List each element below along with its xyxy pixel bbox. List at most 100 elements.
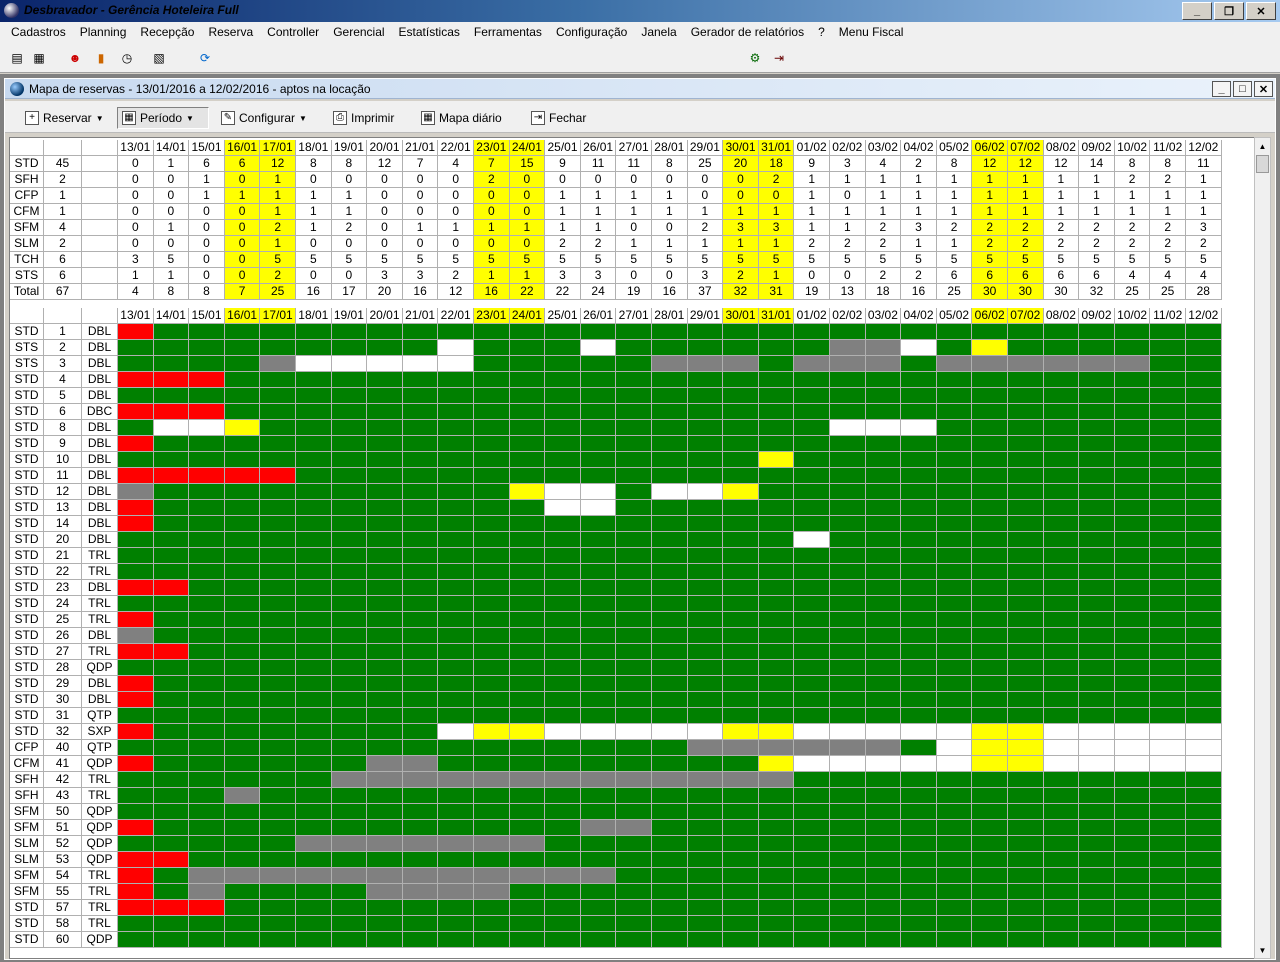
reservation-cell[interactable] [438, 468, 474, 484]
reservation-cell[interactable] [438, 676, 474, 692]
reservation-cell[interactable] [1008, 564, 1044, 580]
reservation-cell[interactable] [687, 340, 724, 356]
reservation-cell[interactable] [1043, 468, 1080, 484]
reservation-cell[interactable] [616, 788, 652, 804]
reservation-cell[interactable] [652, 388, 688, 404]
reservation-cell[interactable] [652, 724, 688, 740]
summary-value[interactable]: 1 [972, 188, 1008, 204]
reservation-cell[interactable] [402, 548, 439, 564]
reservation-cell[interactable] [367, 756, 403, 772]
reservation-cell[interactable] [865, 820, 902, 836]
reservation-cell[interactable] [367, 916, 403, 932]
reservation-cell[interactable] [1008, 804, 1044, 820]
reservation-cell[interactable] [296, 740, 332, 756]
reservation-cell[interactable] [1079, 820, 1115, 836]
reservation-cell[interactable] [936, 628, 973, 644]
reservation-cell[interactable] [189, 612, 225, 628]
reservation-cell[interactable] [794, 532, 830, 548]
reservation-cell[interactable] [1186, 868, 1222, 884]
summary-value[interactable]: 11 [616, 156, 652, 172]
reservation-cell[interactable] [1150, 484, 1186, 500]
rooms-date-10/02[interactable]: 10/02 [1114, 308, 1151, 324]
restore-button[interactable]: ❐ [1214, 2, 1244, 20]
rooms-date-26/01[interactable]: 26/01 [580, 308, 617, 324]
summary-value[interactable]: 5 [616, 252, 652, 268]
reservation-cell[interactable] [367, 852, 403, 868]
reservation-cell[interactable] [723, 932, 759, 948]
summary-value[interactable]: 17 [331, 284, 368, 300]
reservation-cell[interactable] [153, 420, 190, 436]
summary-value[interactable]: 7 [224, 284, 261, 300]
reservation-cell[interactable] [901, 564, 937, 580]
summary-value[interactable]: 5 [1043, 252, 1080, 268]
reservation-cell[interactable] [652, 900, 688, 916]
reservation-cell[interactable] [723, 868, 759, 884]
reservation-cell[interactable] [1114, 324, 1151, 340]
summary-value[interactable]: 1 [865, 188, 902, 204]
reservation-cell[interactable] [296, 804, 332, 820]
reservation-cell[interactable] [402, 580, 439, 596]
reservation-cell[interactable] [972, 772, 1008, 788]
reservation-cell[interactable] [367, 772, 403, 788]
rooms-date-31/01[interactable]: 31/01 [758, 308, 795, 324]
reservation-cell[interactable] [1186, 532, 1222, 548]
reservation-cell[interactable] [224, 836, 261, 852]
reservation-cell[interactable] [118, 372, 154, 388]
reservation-cell[interactable] [1186, 932, 1222, 948]
reservation-cell[interactable] [1114, 900, 1151, 916]
summary-value[interactable]: 2 [1008, 236, 1044, 252]
summary-value[interactable]: 1 [118, 268, 154, 284]
summary-value[interactable]: 14 [1079, 156, 1115, 172]
reservation-cell[interactable] [296, 724, 332, 740]
reservation-cell[interactable] [794, 596, 830, 612]
summary-value[interactable]: 5 [1150, 252, 1186, 268]
reservation-cell[interactable] [758, 708, 795, 724]
reservation-cell[interactable] [189, 484, 225, 500]
reservation-cell[interactable] [438, 804, 474, 820]
reservation-cell[interactable] [402, 628, 439, 644]
reservation-cell[interactable] [1186, 708, 1222, 724]
reservation-cell[interactable] [723, 612, 759, 628]
reservation-cell[interactable] [580, 756, 617, 772]
reservation-cell[interactable] [224, 388, 261, 404]
reservation-cell[interactable] [1043, 772, 1080, 788]
summary-value[interactable]: 2 [1114, 236, 1151, 252]
reservation-cell[interactable] [1079, 804, 1115, 820]
reservation-cell[interactable] [331, 596, 368, 612]
reservation-cell[interactable] [936, 340, 973, 356]
summary-value[interactable]: 2 [1043, 236, 1080, 252]
reservation-cell[interactable] [830, 548, 866, 564]
reservation-cell[interactable] [865, 612, 902, 628]
reservation-cell[interactable] [1079, 852, 1115, 868]
reservation-cell[interactable] [509, 548, 546, 564]
reservation-cell[interactable] [652, 452, 688, 468]
summary-value[interactable]: 3 [901, 220, 937, 236]
summary-date-13/01[interactable]: 13/01 [118, 140, 154, 156]
reservation-cell[interactable] [224, 628, 261, 644]
reservation-cell[interactable] [367, 692, 403, 708]
reservation-cell[interactable] [687, 500, 724, 516]
reservation-cell[interactable] [901, 804, 937, 820]
reservation-cell[interactable] [509, 804, 546, 820]
reservation-cell[interactable] [1043, 676, 1080, 692]
summary-date-03/02[interactable]: 03/02 [865, 140, 902, 156]
reservation-cell[interactable] [1008, 388, 1044, 404]
reservation-cell[interactable] [901, 580, 937, 596]
summary-value[interactable]: 1 [474, 220, 510, 236]
reservation-cell[interactable] [616, 884, 652, 900]
summary-value[interactable]: 5 [1186, 252, 1222, 268]
reservation-cell[interactable] [367, 900, 403, 916]
reservation-cell[interactable] [830, 388, 866, 404]
room-number[interactable]: 3 [44, 356, 82, 372]
rooms-date-11/02[interactable]: 11/02 [1150, 308, 1186, 324]
reservation-cell[interactable] [652, 324, 688, 340]
reservation-cell[interactable] [509, 516, 546, 532]
reservation-cell[interactable] [758, 548, 795, 564]
reservation-cell[interactable] [830, 852, 866, 868]
reservation-cell[interactable] [296, 500, 332, 516]
summary-value[interactable]: 4 [1150, 268, 1186, 284]
reservation-cell[interactable] [438, 756, 474, 772]
reservation-cell[interactable] [1079, 532, 1115, 548]
reservation-cell[interactable] [189, 692, 225, 708]
summary-value[interactable]: 11 [1186, 156, 1222, 172]
